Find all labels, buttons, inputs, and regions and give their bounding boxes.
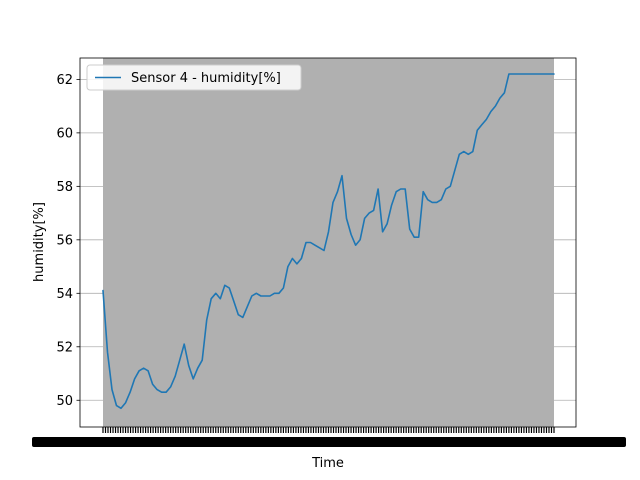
y-axis: 50 52 54 56 58 60 62: [56, 73, 80, 409]
series-line-sensor-4-humidity: [102, 73, 555, 410]
y-tick-label: 60: [56, 126, 73, 141]
y-tick-label: 58: [56, 180, 73, 195]
legend-box: [86, 64, 302, 91]
y-tick-label: 56: [56, 233, 73, 248]
y-tick-label: 62: [56, 73, 73, 88]
legend: Sensor 4 - humidity[%]: [86, 64, 302, 91]
legend-label: Sensor 4 - humidity[%]: [131, 71, 281, 86]
shaded-region: [103, 58, 554, 427]
series-layer: [102, 73, 555, 410]
x-axis: [32, 427, 626, 447]
plot-area: [79, 57, 577, 428]
x-tick-labels-overlap: [32, 437, 626, 447]
y-tick-label: 50: [56, 394, 73, 409]
y-tick-label: 54: [56, 287, 73, 302]
y-axis-label: humidity[%]: [32, 202, 47, 282]
y-tick-label: 52: [56, 340, 73, 355]
x-axis-label: Time: [311, 456, 344, 471]
